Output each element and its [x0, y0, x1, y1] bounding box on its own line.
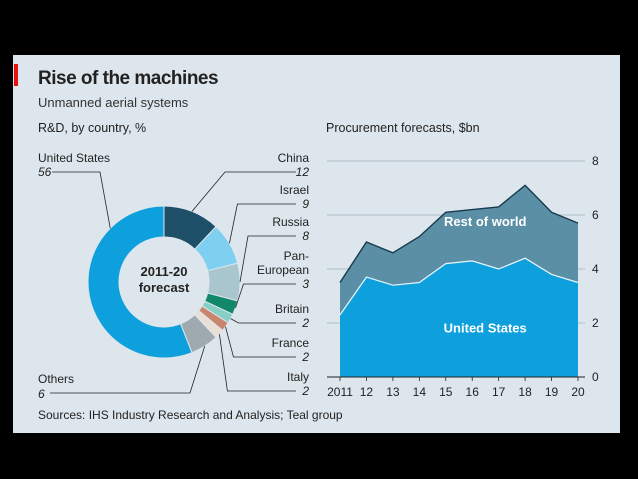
y-tick-6: 6	[592, 208, 599, 222]
label-others: Others	[38, 372, 74, 386]
leader-israel	[229, 203, 296, 244]
leader-france	[225, 326, 296, 358]
leader-italy	[219, 333, 296, 392]
leader-pan-european	[235, 283, 296, 308]
center-label-line2: forecast	[139, 280, 190, 295]
center-label-line1: 2011-20	[141, 264, 188, 279]
accent-bar	[14, 64, 18, 86]
x-tick-12: 12	[360, 385, 374, 399]
donut-hole	[120, 238, 208, 326]
y-tick-4: 4	[592, 262, 599, 276]
label-britain: Britain	[275, 302, 309, 316]
chart-title: Rise of the machines	[38, 68, 219, 89]
leader-britain	[230, 318, 296, 324]
leader-others	[50, 346, 206, 394]
value-united-states: 56	[38, 165, 52, 179]
area-united-states	[340, 258, 578, 377]
label-pan-european-line1: Pan-	[284, 249, 309, 263]
x-tick-18: 18	[518, 385, 532, 399]
leader-united-states	[52, 171, 111, 229]
label-italy: Italy	[287, 370, 309, 384]
y-tick-8: 8	[592, 154, 599, 168]
x-tick-13: 13	[386, 385, 400, 399]
value-others: 6	[38, 387, 45, 401]
x-tick-14: 14	[413, 385, 427, 399]
leader-china	[191, 171, 296, 212]
leader-russia	[239, 235, 296, 283]
value-china: 12	[296, 165, 310, 179]
donut-title: R&D, by country, %	[38, 121, 147, 135]
label-china: China	[278, 151, 310, 165]
source-note: Sources: IHS Industry Research and Analy…	[38, 408, 343, 422]
x-tick-16: 16	[466, 385, 480, 399]
line-united-states	[339, 257, 579, 316]
x-tick-20: 20	[571, 385, 585, 399]
label-united-states: United States	[38, 151, 110, 165]
value-britain: 2	[301, 316, 309, 330]
value-russia: 8	[302, 229, 309, 243]
slice-united-states	[87, 205, 193, 359]
label-pan-european-line2: European	[257, 263, 309, 277]
x-tick-2011: 2011	[327, 385, 353, 399]
value-israel: 9	[302, 197, 309, 211]
series-label-united-states: United States	[444, 320, 527, 335]
y-tick-0: 0	[592, 370, 599, 384]
x-tick-19: 19	[545, 385, 559, 399]
x-tick-15: 15	[439, 385, 453, 399]
value-france: 2	[301, 350, 309, 364]
value-italy: 2	[301, 384, 309, 398]
chart-subtitle: Unmanned aerial systems	[38, 95, 189, 110]
value-pan-european: 3	[302, 277, 309, 291]
label-russia: Russia	[272, 215, 309, 229]
y-tick-2: 2	[592, 316, 599, 330]
label-israel: Israel	[280, 183, 309, 197]
x-tick-17: 17	[492, 385, 506, 399]
series-label-rest-of-world: Rest of world	[444, 214, 526, 229]
area-title: Procurement forecasts, $bn	[326, 121, 480, 135]
line-total	[339, 184, 579, 283]
label-france: France	[272, 336, 310, 350]
